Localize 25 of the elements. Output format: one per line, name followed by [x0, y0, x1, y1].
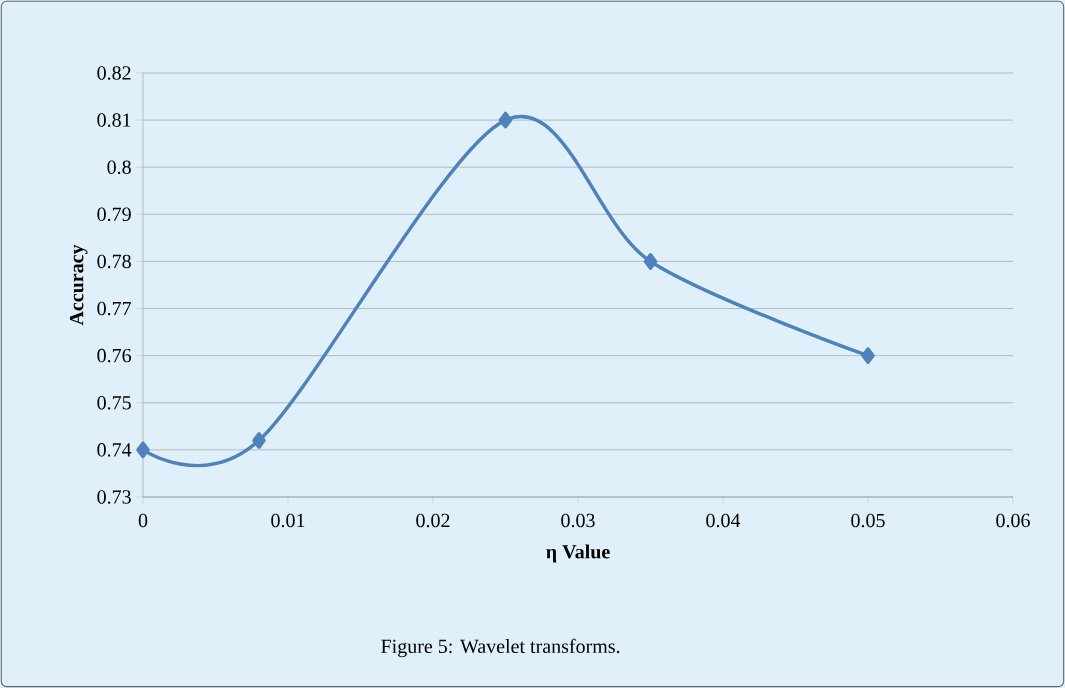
- y-tick-label: 0.78: [97, 254, 131, 269]
- y-tick-label: 0.81: [97, 113, 131, 127]
- y-axis-title: Accuracy: [69, 244, 88, 326]
- y-tick-label: 0.76: [97, 348, 132, 363]
- x-tick-label: 0.01: [271, 513, 305, 528]
- x-axis-title: η Value: [546, 544, 610, 563]
- point: [136, 441, 150, 459]
- y-tick-label: 0.8: [107, 160, 131, 175]
- point: [861, 347, 875, 365]
- x-tick-label: 0.03: [561, 513, 595, 528]
- caption: Figure 5: Wavelet transforms.: [381, 638, 620, 658]
- x-tick-label: 0.02: [416, 513, 450, 528]
- x-tick-label: 0.06: [996, 513, 1030, 528]
- y-tick-label: 0.73: [97, 490, 131, 504]
- x-tick-label: 0.04: [706, 513, 741, 528]
- y-tick-label: 0.77: [97, 301, 132, 316]
- point: [498, 111, 513, 129]
- point: [252, 432, 266, 449]
- x-tick-label: 0: [138, 513, 148, 528]
- point: [643, 253, 658, 270]
- y-tick-label: 0.82: [97, 66, 131, 80]
- y-tick-label: 0.74: [97, 443, 132, 457]
- y-tick-label: 0.75: [97, 395, 131, 410]
- y-tick-label: 0.79: [97, 207, 131, 222]
- x-tick-label: 0.05: [851, 513, 885, 528]
